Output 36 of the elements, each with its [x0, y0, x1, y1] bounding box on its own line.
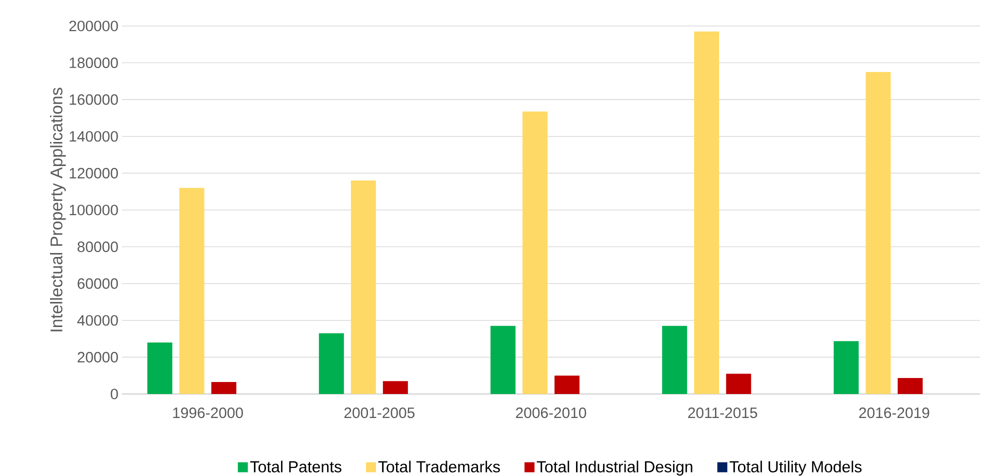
bar: [554, 376, 580, 394]
y-tick-label: 100000: [70, 204, 118, 216]
x-tick-label: 1996-2000: [173, 408, 243, 418]
x-tick-label: 2001-2005: [344, 408, 414, 418]
legend-label: Total Industrial Design: [536, 460, 692, 476]
legend-label: Total Trademarks: [378, 460, 500, 472]
y-tick-label: 180000: [70, 57, 118, 68]
bar: [490, 326, 516, 394]
y-tick-label: 0: [110, 388, 118, 400]
y-tick-label: 160000: [70, 94, 118, 105]
y-tick-label: 60000: [78, 278, 118, 289]
y-tick-label: 20000: [78, 352, 118, 362]
y-tick-label: 80000: [78, 241, 118, 252]
y-tick-label: 200000: [69, 20, 118, 32]
y-tick-label: 140000: [70, 131, 118, 142]
bar: [694, 32, 720, 394]
bar: [211, 382, 236, 394]
legend-label: Total Patents: [250, 460, 342, 472]
x-tick-label: 2011-2015: [688, 408, 758, 418]
bar: [382, 381, 408, 394]
bar: [662, 326, 688, 394]
y-tick-label: 40000: [77, 315, 118, 326]
bar: [726, 374, 752, 394]
x-tick-label: 2006-2010: [516, 408, 586, 418]
y-axis-title: Intellectual Property Applications: [50, 88, 66, 332]
bar: [834, 341, 859, 394]
bar: [898, 378, 923, 394]
legend-label: Total Utility Models: [730, 460, 862, 476]
x-tick-label: 2016-2019: [859, 408, 930, 418]
y-tick-label: 120000: [70, 168, 118, 178]
bar: [147, 342, 172, 394]
bar: [179, 188, 204, 394]
bar: [522, 112, 548, 394]
bar: [318, 333, 344, 394]
bar: [866, 72, 891, 394]
bar: [350, 180, 376, 394]
